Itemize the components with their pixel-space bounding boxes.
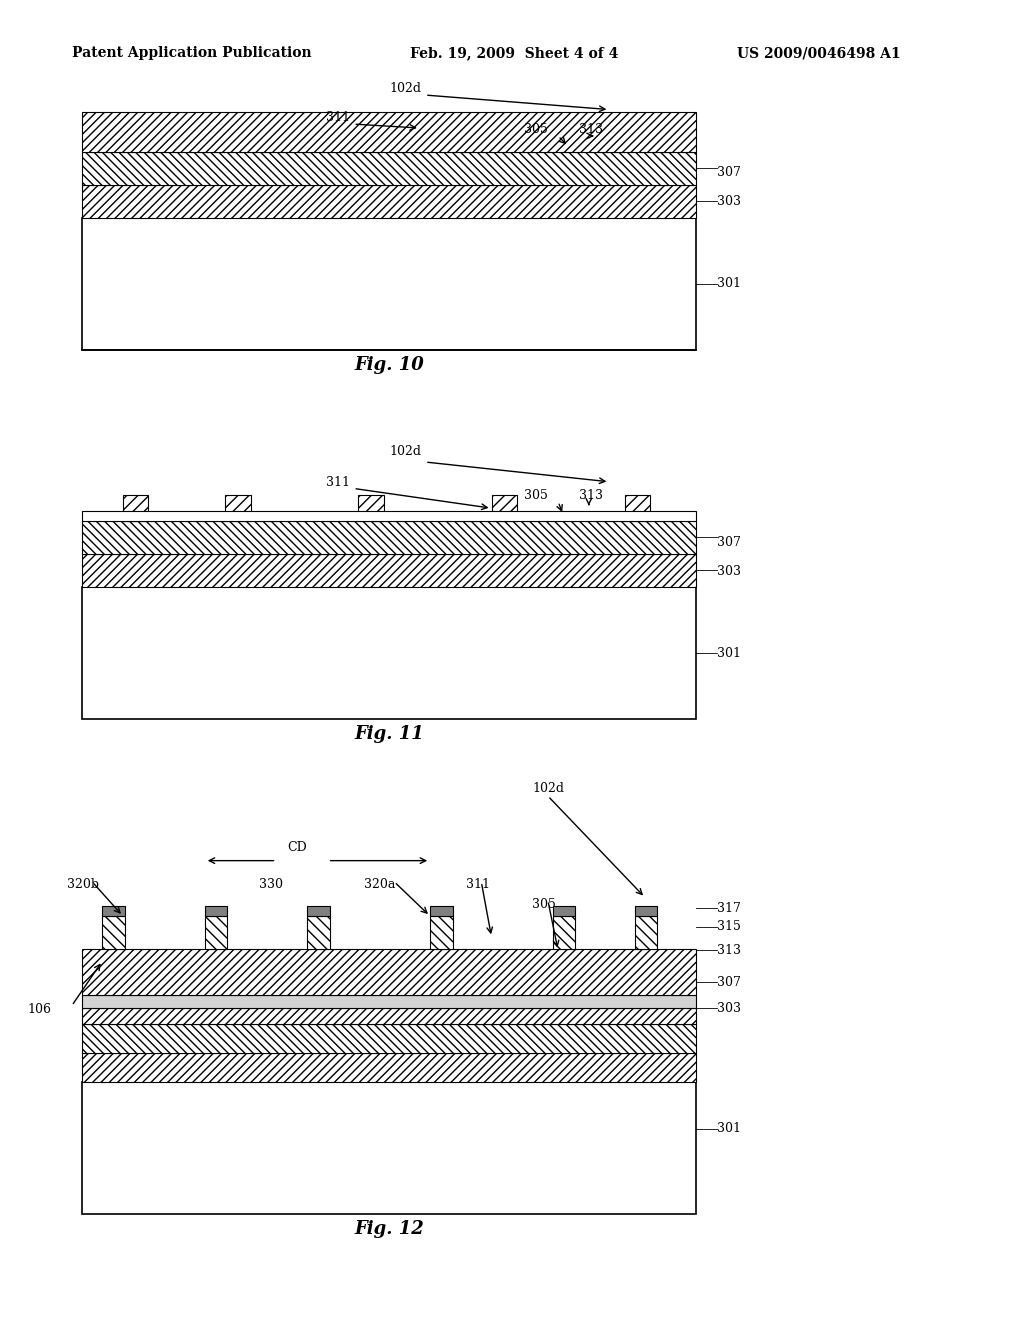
Text: 305: 305: [524, 488, 548, 502]
Text: Fig. 10: Fig. 10: [354, 355, 424, 374]
Text: 307: 307: [717, 536, 740, 549]
Bar: [82, 1053, 696, 1082]
Bar: [553, 916, 575, 949]
Bar: [82, 995, 696, 1008]
Bar: [82, 1008, 696, 1024]
Text: Feb. 19, 2009  Sheet 4 of 4: Feb. 19, 2009 Sheet 4 of 4: [410, 46, 617, 61]
Text: 313: 313: [717, 944, 740, 957]
Bar: [358, 495, 384, 521]
Text: 330: 330: [259, 878, 284, 891]
Text: 102d: 102d: [389, 82, 421, 95]
Text: 307: 307: [717, 975, 740, 989]
Bar: [82, 521, 696, 554]
Bar: [82, 112, 696, 152]
Bar: [635, 916, 657, 949]
Text: 307: 307: [717, 166, 740, 180]
Text: 311: 311: [326, 475, 350, 488]
Bar: [430, 906, 453, 916]
Bar: [123, 495, 148, 521]
Text: 301: 301: [717, 647, 740, 660]
Text: 315: 315: [717, 920, 740, 933]
Text: 305: 305: [524, 123, 548, 136]
Bar: [430, 916, 453, 949]
Text: 106: 106: [28, 1003, 51, 1016]
Text: 102d: 102d: [389, 445, 421, 458]
Text: 317: 317: [717, 902, 740, 915]
Bar: [82, 587, 696, 719]
Bar: [82, 949, 696, 995]
Text: Patent Application Publication: Patent Application Publication: [72, 46, 311, 61]
Text: 303: 303: [717, 1002, 740, 1015]
Bar: [102, 906, 125, 916]
Text: 311: 311: [466, 878, 489, 891]
Text: CD: CD: [287, 841, 307, 854]
Text: 305: 305: [532, 898, 556, 911]
Text: 102d: 102d: [532, 781, 564, 795]
Text: 303: 303: [717, 565, 740, 578]
Bar: [82, 554, 696, 587]
Text: 313: 313: [579, 123, 602, 136]
Text: 303: 303: [717, 195, 740, 209]
Bar: [307, 906, 330, 916]
Bar: [82, 152, 696, 185]
Text: 320b: 320b: [67, 878, 98, 891]
Text: 301: 301: [717, 1122, 740, 1135]
Bar: [492, 495, 517, 521]
Bar: [82, 1082, 696, 1214]
Text: US 2009/0046498 A1: US 2009/0046498 A1: [737, 46, 901, 61]
Bar: [625, 495, 650, 521]
Bar: [205, 916, 227, 949]
Text: 313: 313: [579, 488, 602, 502]
Bar: [225, 495, 251, 521]
Bar: [82, 185, 696, 218]
Bar: [82, 218, 696, 350]
Text: Fig. 11: Fig. 11: [354, 725, 424, 743]
Text: 301: 301: [717, 277, 740, 290]
Bar: [635, 906, 657, 916]
Bar: [102, 916, 125, 949]
Bar: [553, 906, 575, 916]
Bar: [205, 906, 227, 916]
Bar: [307, 916, 330, 949]
Text: 320a: 320a: [364, 878, 395, 891]
Bar: [82, 1024, 696, 1053]
Text: 311: 311: [326, 111, 350, 124]
Bar: [82, 511, 696, 521]
Text: Fig. 12: Fig. 12: [354, 1220, 424, 1238]
